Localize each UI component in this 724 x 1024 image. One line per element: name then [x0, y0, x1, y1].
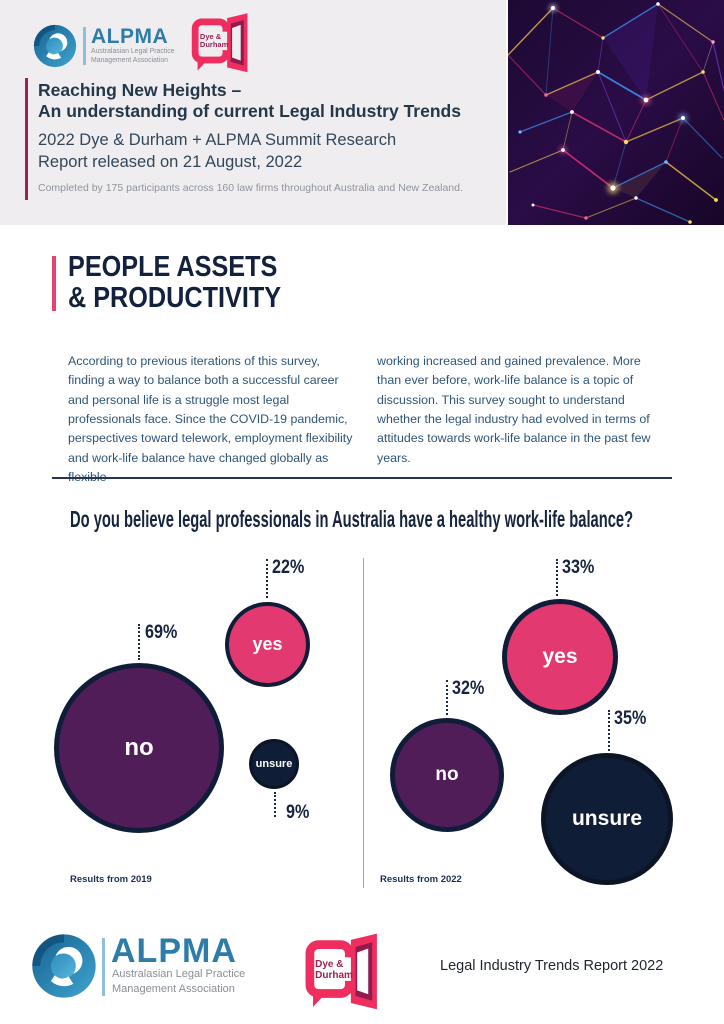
report-title-line1: Reaching New Heights –: [38, 80, 242, 100]
dye-durham-book-icon: [191, 13, 248, 73]
report-subtitle-line2: Report released on 21 August, 2022: [38, 153, 303, 171]
bubble-label: unsure: [571, 807, 642, 830]
section-heading-line1: PEOPLE ASSETS: [68, 251, 278, 283]
bubble-2019-unsure: unsure: [249, 739, 299, 789]
dye-durham-logo-text: Dye & Durham: [315, 959, 353, 982]
leader-line-2019-unsure: [274, 792, 276, 817]
body-column-1: According to previous iterations of this…: [68, 354, 353, 484]
dye-durham-logo-text: Dye & Durham: [199, 32, 229, 50]
pct-label-2022-unsure: 35%: [614, 708, 647, 729]
footer-report-label: Legal Industry Trends Report 2022: [440, 958, 664, 974]
bubble-2022-yes: yes: [502, 599, 618, 715]
leader-line-2019-yes: [266, 559, 268, 598]
pct-label-2022-no: 32%: [452, 678, 485, 699]
section-heading-line2: & PRODUCTIVITY: [68, 282, 282, 314]
alpma-logo: ALPMA Australasian Legal Practice Manage…: [33, 22, 178, 70]
report-subtitle-line1: 2022 Dye & Durham + ALPMA Summit Researc…: [38, 131, 397, 149]
network-plexus-image: [508, 0, 724, 225]
alpma-logo-divider: [102, 938, 105, 996]
leader-line-2022-yes: [556, 559, 558, 596]
alpma-logo-tagline: Australasian Legal Practice: [112, 968, 246, 980]
pct-label-2019-no: 69%: [145, 622, 178, 643]
report-title-line2: An understanding of current Legal Indust…: [38, 101, 461, 121]
bubble-label: yes: [252, 634, 283, 654]
caption-2022: Results from 2022: [380, 874, 462, 885]
chart-group-divider: [363, 558, 364, 888]
dye-durham-logo: Dye & Durham: [190, 12, 252, 76]
bubble-2019-yes: yes: [225, 602, 310, 687]
alpma-swirl-icon: [32, 934, 96, 998]
horizontal-rule: [52, 477, 672, 479]
title-accent-bar: [25, 78, 28, 200]
leader-line-2019-no: [138, 624, 140, 660]
section-accent-bar: [52, 256, 56, 311]
alpma-logo-tagline: Australasian Legal Practice: [91, 48, 175, 55]
dye-durham-logo-footer: Dye & Durham: [302, 932, 384, 1014]
bubble-label: no: [124, 734, 154, 761]
body-copy: According to previous iterations of this…: [68, 352, 664, 487]
bubble-2019-no: no: [54, 663, 224, 833]
pct-label-2022-yes: 33%: [562, 557, 595, 578]
body-column-2: working increased and gained prevalence.…: [377, 354, 651, 465]
bubble-2022-no: no: [390, 718, 504, 832]
leader-line-2022-no: [446, 680, 448, 715]
pct-label-2019-unsure: 9%: [286, 802, 310, 823]
pct-label-2019-yes: 22%: [272, 557, 305, 578]
alpma-swirl-icon: [33, 24, 77, 68]
alpma-logo-tagline: Management Association: [91, 57, 168, 64]
alpma-logo-footer: ALPMA Australasian Legal Practice Manage…: [31, 930, 271, 1010]
header-band: ALPMA Australasian Legal Practice Manage…: [0, 0, 506, 225]
alpma-logo-name: ALPMA: [111, 932, 237, 970]
chart-question: Do you believe legal professionals in Au…: [70, 506, 634, 532]
alpma-logo-divider: [83, 27, 86, 65]
bubble-2022-unsure: unsure: [541, 753, 673, 885]
bubble-label: unsure: [255, 758, 293, 770]
participants-note: Completed by 175 participants across 160…: [38, 182, 463, 194]
dye-durham-book-icon: [305, 933, 377, 1010]
bubble-label: no: [435, 764, 459, 785]
bubble-label: yes: [542, 645, 578, 668]
alpma-logo-tagline: Management Association: [112, 983, 235, 995]
alpma-logo-name: ALPMA: [91, 25, 169, 48]
leader-line-2022-unsure: [608, 710, 610, 751]
caption-2019: Results from 2019: [70, 874, 152, 885]
